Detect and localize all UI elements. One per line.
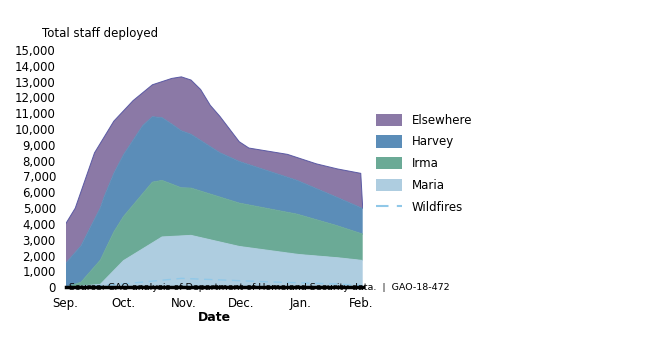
X-axis label: Date: Date (198, 311, 231, 324)
Legend: Elsewhere, Harvey, Irma, Maria, Wildfires: Elsewhere, Harvey, Irma, Maria, Wildfire… (372, 109, 477, 219)
Text: Source: GAO analysis of Department of Homeland Security data.  |  GAO-18-472: Source: GAO analysis of Department of Ho… (68, 283, 449, 292)
Text: Total staff deployed: Total staff deployed (42, 27, 158, 40)
